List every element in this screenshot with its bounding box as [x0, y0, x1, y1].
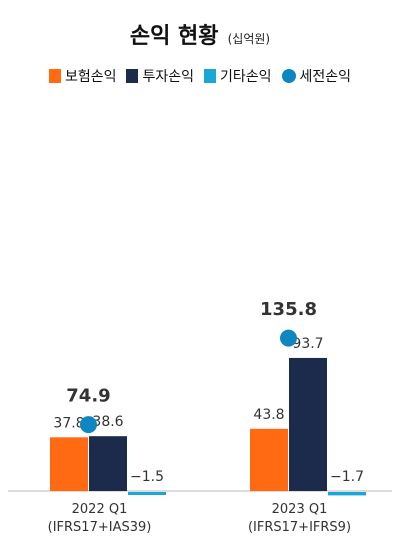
chart-unit: (십억원) — [227, 32, 271, 46]
point-value-label-1-1: 74.9 — [66, 386, 110, 407]
point-1-1 — [80, 416, 97, 434]
bar-value-label-3-1: −1.5 — [130, 469, 164, 485]
legend-swatch-insurance — [48, 69, 61, 83]
legend-label-insurance: 보험손익 — [64, 69, 117, 85]
bar-1-1 — [50, 437, 88, 491]
x-tick-label-2-line-1: 2023 Q1 — [272, 502, 328, 517]
bar-value-label-1-2: 43.8 — [253, 407, 284, 423]
bar-2-1 — [89, 436, 127, 491]
bar-3-1 — [128, 492, 166, 495]
x-tick-label-1-line-2: (IFRS17+IAS39) — [48, 520, 152, 535]
legend-swatch-pretax — [281, 69, 296, 83]
legend-item-insurance: 보험손익 — [48, 66, 117, 86]
x-tick-label-1-line-1: 2022 Q1 — [72, 502, 128, 517]
bar-value-label-2-1: 38.6 — [92, 414, 123, 430]
legend-item-investment: 투자손익 — [126, 66, 194, 86]
legend-label-other: 기타손익 — [220, 69, 272, 85]
legend: 보험손익 투자손익 기타손익 세전손익 — [0, 66, 400, 86]
legend-label-investment: 투자손익 — [142, 69, 194, 85]
point-1-2 — [280, 329, 297, 347]
bar-1-2 — [250, 428, 288, 491]
chart-title: 손익 현황 — [129, 24, 219, 49]
legend-swatch-investment — [126, 69, 139, 83]
bar-2-2 — [289, 357, 327, 491]
x-tick-label-2-line-2: (IFRS17+IFRS9) — [248, 520, 351, 535]
chart-title-area: 손익 현황 (십억원) — [0, 18, 400, 50]
point-value-label-1-2: 135.8 — [260, 299, 317, 320]
bar-value-label-2-2: 93.7 — [292, 336, 323, 352]
legend-item-other: 기타손익 — [204, 66, 272, 86]
bar-value-label-1-1: 37.8 — [53, 415, 84, 431]
legend-swatch-other — [204, 69, 216, 83]
bar-3-2 — [328, 492, 366, 496]
legend-item-pretax: 세전손익 — [281, 66, 352, 86]
legend-label-pretax: 세전손익 — [299, 69, 352, 85]
bar-value-label-3-2: −1.7 — [330, 469, 364, 485]
